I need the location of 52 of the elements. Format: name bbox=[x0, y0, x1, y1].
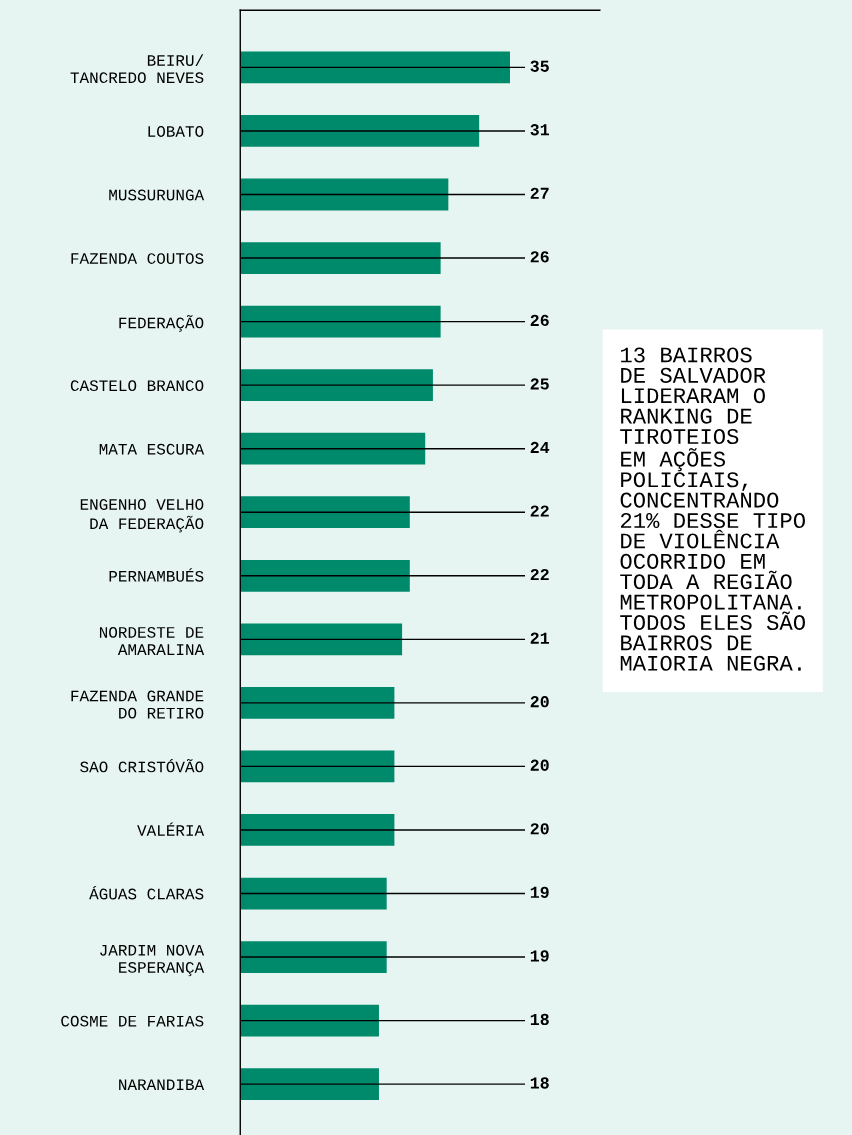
y-tick-label: FAZENDA GRANDE DO RETIRO bbox=[71, 690, 204, 719]
bar bbox=[240, 1068, 379, 1101]
y-tick-label: CASTELO BRANCO bbox=[70, 380, 204, 392]
data-label: 20 bbox=[530, 823, 549, 835]
y-tick-label: COSME DE FARIAS bbox=[61, 1015, 204, 1027]
y-tick-label: LOBATO bbox=[148, 126, 204, 137]
text: 13 BAIRROS DE SALVADOR LIDERARAM O RANKING DE TIROTEIOS EM AÇÕES POLICIAIS, CONCENTRANDO 21% DESSE TIPO DE VIOLÊNCIA OCORRIDO EM TODA A REGIÃO METROPOLITANA. TODOS ELES SÃO BAIRROS DE MAIORIA NEGRA. bbox=[620, 347, 805, 671]
data-label: 24 bbox=[530, 441, 550, 453]
data-label: 35 bbox=[530, 60, 549, 72]
data-label: 18 bbox=[530, 1013, 549, 1026]
bar bbox=[240, 178, 449, 211]
bar bbox=[240, 369, 433, 402]
bar bbox=[240, 877, 387, 910]
y-tick-label: PERNAMBUÉS bbox=[109, 568, 204, 582]
y-tick-label: NARANDIBA bbox=[119, 1079, 205, 1090]
data-label: 26 bbox=[530, 251, 549, 263]
y-tick-label: BEIRU/ TANCREDO NEVES bbox=[70, 54, 204, 84]
bar bbox=[240, 432, 426, 465]
y-tick-label: MUSSURUNGA bbox=[109, 189, 205, 201]
data-label: 20 bbox=[530, 759, 549, 771]
data-label: 21 bbox=[530, 632, 549, 644]
bar bbox=[240, 496, 410, 529]
data-label: 22 bbox=[530, 505, 549, 517]
bar bbox=[240, 242, 441, 274]
y-tick-label: FAZENDA COUTOS bbox=[71, 253, 204, 264]
data-label: 18 bbox=[530, 1077, 549, 1089]
y-tick-label: FEDERAÇÃO bbox=[119, 314, 204, 332]
data-label: 31 bbox=[530, 124, 549, 136]
data-label: 19 bbox=[530, 950, 549, 962]
data-label: 20 bbox=[530, 696, 549, 708]
data-label: 22 bbox=[530, 568, 549, 581]
bar bbox=[240, 686, 395, 719]
data-label: 19 bbox=[530, 886, 549, 898]
y-tick-label: MATA ESCURA bbox=[99, 443, 205, 455]
y-tick-label: JARDIM NOVA ESPERANÇA bbox=[100, 944, 205, 977]
bar bbox=[240, 305, 441, 338]
y-tick-label: NORDESTE DE AMARALINA bbox=[99, 626, 205, 655]
y-tick-label: VALÉRIA bbox=[137, 822, 205, 836]
y-tick-label: ENGENHO VELHO DA FEDERAÇÃO bbox=[80, 499, 204, 533]
bar bbox=[240, 51, 510, 84]
bar bbox=[240, 559, 410, 592]
data-label: 26 bbox=[530, 314, 549, 327]
bar bbox=[240, 1004, 379, 1037]
bar bbox=[240, 750, 395, 783]
y-tick-label: SAO CRISTÓVÃO bbox=[80, 758, 204, 773]
data-label: 25 bbox=[530, 378, 549, 390]
bar bbox=[240, 941, 387, 973]
bar bbox=[240, 623, 403, 656]
data-label: 27 bbox=[530, 187, 549, 199]
bar bbox=[240, 115, 480, 147]
y-tick-label: ÁGUAS CLARAS bbox=[89, 886, 204, 900]
bar bbox=[240, 814, 395, 846]
